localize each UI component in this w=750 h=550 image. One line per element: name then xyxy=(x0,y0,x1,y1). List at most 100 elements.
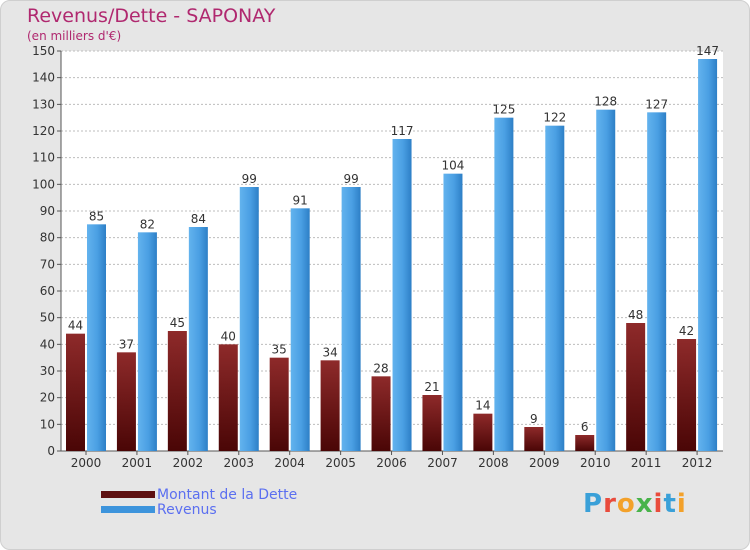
data-label-dette: 6 xyxy=(581,420,589,434)
bar-revenus xyxy=(392,139,412,451)
data-label-dette: 45 xyxy=(170,316,185,330)
y-tick-label: 130 xyxy=(32,97,55,111)
bar-revenus xyxy=(698,59,718,451)
plot-area xyxy=(61,51,723,451)
x-tick-label: 2002 xyxy=(173,456,204,470)
bar-dette xyxy=(524,427,544,451)
data-label-revenus: 122 xyxy=(543,111,566,125)
y-tick-label: 100 xyxy=(32,177,55,191)
legend-item-dette: Montant de la Dette xyxy=(101,486,298,503)
bar-dette xyxy=(473,413,493,451)
bar-dette xyxy=(167,331,187,451)
data-label-dette: 44 xyxy=(68,319,83,333)
bar-revenus xyxy=(188,227,208,451)
bar-revenus xyxy=(341,187,361,451)
y-tick-label: 30 xyxy=(40,364,55,378)
y-tick-label: 140 xyxy=(32,71,55,85)
y-tick-label: 20 xyxy=(40,391,55,405)
data-label-dette: 28 xyxy=(373,361,388,375)
x-tick-label: 2003 xyxy=(223,456,254,470)
y-tick-label: 150 xyxy=(32,44,55,58)
bar-revenus xyxy=(494,117,514,452)
x-tick-label: 2000 xyxy=(71,456,102,470)
data-label-dette: 14 xyxy=(475,399,490,413)
x-tick-label: 2011 xyxy=(631,456,662,470)
x-tick-label: 2007 xyxy=(427,456,458,470)
bar-dette xyxy=(677,339,697,451)
data-label-revenus: 99 xyxy=(242,172,257,186)
legend-label-dette: Montant de la Dette xyxy=(157,486,298,503)
logo-letter: i xyxy=(653,489,664,519)
x-tick-label: 2005 xyxy=(325,456,356,470)
logo-letter: x xyxy=(635,489,654,519)
bar-dette xyxy=(269,357,289,451)
data-label-revenus: 99 xyxy=(343,172,358,186)
logo-letter: o xyxy=(616,489,636,519)
logo-letter: i xyxy=(676,489,687,519)
bar-dette xyxy=(320,360,340,451)
data-label-revenus: 104 xyxy=(442,159,465,173)
data-label-revenus: 85 xyxy=(89,209,104,223)
bar-dette xyxy=(575,435,595,451)
bar-dette xyxy=(371,376,391,451)
y-tick-label: 40 xyxy=(40,337,55,351)
data-label-revenus: 127 xyxy=(645,97,668,111)
data-label-dette: 21 xyxy=(424,380,439,394)
chart-subtitle: (en milliers d'€) xyxy=(27,29,122,43)
x-tick-label: 2010 xyxy=(580,456,611,470)
bar-revenus xyxy=(87,224,106,451)
y-tick-label: 110 xyxy=(32,151,55,165)
x-tick-label: 2008 xyxy=(478,456,509,470)
bar-revenus xyxy=(596,109,616,452)
bar-dette xyxy=(626,323,646,451)
legend-label-revenus: Revenus xyxy=(157,501,217,518)
legend-swatch-revenus xyxy=(101,506,155,513)
data-label-revenus: 128 xyxy=(594,95,617,109)
legend-item-revenus: Revenus xyxy=(101,501,297,518)
y-tick-label: 60 xyxy=(40,284,55,298)
bar-revenus xyxy=(239,187,259,451)
bar-dette xyxy=(66,333,85,451)
logo-letter: t xyxy=(663,489,677,519)
data-label-dette: 40 xyxy=(221,329,236,343)
data-label-revenus: 82 xyxy=(140,217,155,231)
x-tick-label: 2012 xyxy=(682,456,713,470)
y-tick-label: 90 xyxy=(40,204,55,218)
data-label-dette: 34 xyxy=(322,345,337,359)
data-label-revenus: 147 xyxy=(696,44,719,58)
bar-revenus xyxy=(647,112,667,451)
x-tick-label: 2006 xyxy=(376,456,407,470)
y-tick-label: 10 xyxy=(40,417,55,431)
y-tick-label: 80 xyxy=(40,231,55,245)
proxiti-logo: Proxiti xyxy=(583,489,687,519)
x-tick-label: 2009 xyxy=(529,456,560,470)
y-tick-label: 120 xyxy=(32,124,55,138)
bar-revenus xyxy=(290,208,310,451)
bar-revenus xyxy=(545,125,565,452)
y-tick-label: 50 xyxy=(40,311,55,325)
data-label-dette: 37 xyxy=(119,337,134,351)
bar-dette xyxy=(218,344,238,451)
data-label-dette: 48 xyxy=(628,308,643,322)
logo-letter: r xyxy=(603,489,617,519)
x-tick-label: 2004 xyxy=(274,456,305,470)
data-label-dette: 35 xyxy=(272,343,287,357)
data-label-revenus: 117 xyxy=(391,124,414,138)
data-label-revenus: 84 xyxy=(191,212,206,226)
bar-dette xyxy=(422,395,442,451)
data-label-revenus: 91 xyxy=(293,193,308,207)
x-tick-label: 2001 xyxy=(122,456,153,470)
y-tick-label: 0 xyxy=(47,444,55,458)
logo-letter: P xyxy=(583,489,604,519)
legend: Montant de la Dette Revenus xyxy=(101,486,298,518)
chart-title: Revenus/Dette - SAPONAY xyxy=(27,5,276,27)
bar-revenus xyxy=(137,232,157,451)
legend-swatch-dette xyxy=(101,491,155,498)
data-label-dette: 42 xyxy=(679,324,694,338)
data-label-revenus: 125 xyxy=(492,103,515,117)
bar-dette xyxy=(116,352,136,451)
y-tick-label: 70 xyxy=(40,257,55,271)
data-label-dette: 9 xyxy=(530,412,538,426)
